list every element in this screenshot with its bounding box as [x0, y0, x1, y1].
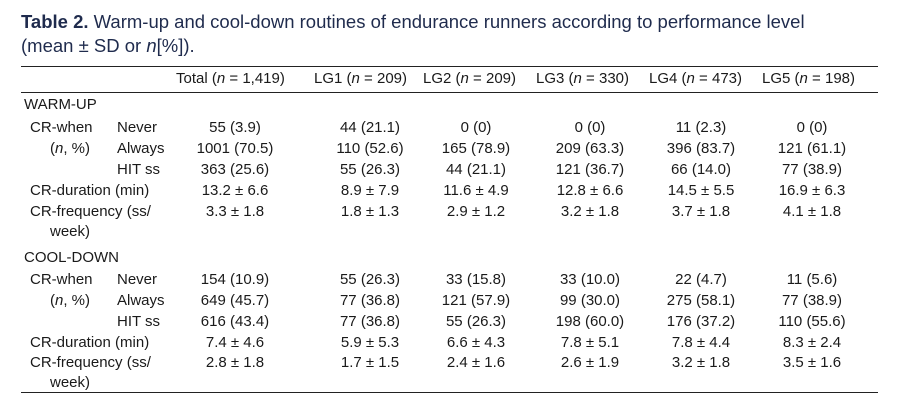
section-warmup: WARM-UP — [24, 96, 97, 113]
cell-cooldown-duration-lg4: 7.8 ± 4.4 — [671, 334, 731, 351]
cell-cooldown-always-lg5: 77 (38.9) — [781, 292, 843, 309]
cell-warmup-always-lg4: 396 (83.7) — [666, 140, 736, 157]
cell-cooldown-frequency-lg2: 2.4 ± 1.6 — [446, 354, 506, 371]
cell-warmup-never-total: 55 (3.9) — [209, 119, 261, 136]
top-rule — [21, 66, 878, 67]
cell-warmup-duration-lg1: 8.9 ± 7.9 — [340, 182, 400, 199]
column-header-lg3: LG3 (n = 330) — [536, 70, 630, 87]
cell-cooldown-hit-lg2: 55 (26.3) — [445, 313, 507, 330]
cell-cooldown-duration-total: 7.4 ± 4.6 — [205, 334, 265, 351]
row-label-never: Never — [117, 119, 158, 136]
row-label-hit: HIT ss — [117, 161, 161, 178]
column-header-total: Total (n = 1,419) — [176, 70, 285, 87]
cell-cooldown-frequency-lg4: 3.2 ± 1.8 — [671, 354, 731, 371]
cell-warmup-never-lg3: 0 (0) — [574, 119, 606, 136]
row-label-week: week) — [50, 374, 91, 391]
cell-warmup-always-lg2: 165 (78.9) — [441, 140, 511, 157]
cell-cooldown-always-lg4: 275 (58.1) — [666, 292, 736, 309]
cell-warmup-always-total: 1001 (70.5) — [196, 140, 274, 157]
cell-cooldown-duration-lg5: 8.3 ± 2.4 — [782, 334, 842, 351]
cell-cooldown-duration-lg3: 7.8 ± 5.1 — [560, 334, 620, 351]
cell-cooldown-frequency-lg3: 2.6 ± 1.9 — [560, 354, 620, 371]
cell-warmup-frequency-lg2: 2.9 ± 1.2 — [446, 203, 506, 220]
cell-cooldown-never-lg4: 22 (4.7) — [675, 271, 727, 288]
cell-cooldown-frequency-lg1: 1.7 ± 1.5 — [340, 354, 400, 371]
cell-warmup-hit-lg5: 77 (38.9) — [781, 161, 843, 178]
row-label-cr-when: CR-when — [30, 119, 93, 136]
cell-cooldown-never-total: 154 (10.9) — [200, 271, 270, 288]
cell-cooldown-always-lg3: 99 (30.0) — [559, 292, 621, 309]
cell-warmup-never-lg5: 0 (0) — [796, 119, 828, 136]
row-label-cr-frequency: CR-frequency (ss/ — [30, 354, 151, 371]
row-label-cr-when: CR-when — [30, 271, 93, 288]
row-label-cr-duration: CR-duration (min) — [30, 182, 150, 199]
cell-cooldown-hit-total: 616 (43.4) — [200, 313, 270, 330]
row-label-week: week) — [50, 223, 91, 240]
cell-warmup-frequency-total: 3.3 ± 1.8 — [205, 203, 265, 220]
cell-warmup-frequency-lg5: 4.1 ± 1.8 — [782, 203, 842, 220]
cell-warmup-hit-lg3: 121 (36.7) — [555, 161, 625, 178]
cell-warmup-never-lg4: 11 (2.3) — [675, 119, 727, 136]
cell-cooldown-never-lg1: 55 (26.3) — [339, 271, 401, 288]
cell-warmup-never-lg1: 44 (21.1) — [339, 119, 401, 136]
cell-warmup-duration-lg4: 14.5 ± 5.5 — [667, 182, 735, 199]
bottom-rule — [21, 392, 878, 393]
row-label-always: Always — [117, 140, 165, 157]
cell-warmup-hit-lg2: 44 (21.1) — [445, 161, 507, 178]
cell-warmup-duration-lg5: 16.9 ± 6.3 — [778, 182, 846, 199]
row-label-always: Always — [117, 292, 165, 309]
cell-warmup-never-lg2: 0 (0) — [460, 119, 492, 136]
cell-cooldown-frequency-total: 2.8 ± 1.8 — [205, 354, 265, 371]
cell-cooldown-never-lg2: 33 (15.8) — [445, 271, 507, 288]
cell-cooldown-never-lg3: 33 (10.0) — [559, 271, 621, 288]
cell-warmup-always-lg3: 209 (63.3) — [555, 140, 625, 157]
column-header-lg1: LG1 (n = 209) — [314, 70, 408, 87]
title-line-1: Table 2. Warm-up and cool-down routines … — [21, 10, 881, 34]
cell-warmup-hit-lg4: 66 (14.0) — [670, 161, 732, 178]
cell-cooldown-always-lg1: 77 (36.8) — [339, 292, 401, 309]
row-label-n-pct: (n, %) — [50, 292, 91, 309]
row-label-cr-duration: CR-duration (min) — [30, 334, 150, 351]
cell-warmup-hit-total: 363 (25.6) — [200, 161, 270, 178]
column-header-lg4: LG4 (n = 473) — [649, 70, 743, 87]
table-title: Table 2. Warm-up and cool-down routines … — [21, 10, 881, 58]
cell-cooldown-always-total: 649 (45.7) — [200, 292, 270, 309]
cell-warmup-duration-lg2: 11.6 ± 4.9 — [443, 182, 509, 199]
cell-warmup-hit-lg1: 55 (26.3) — [339, 161, 401, 178]
cell-warmup-duration-lg3: 12.8 ± 6.6 — [556, 182, 624, 199]
cell-cooldown-never-lg5: 11 (5.6) — [786, 271, 838, 288]
cell-warmup-frequency-lg3: 3.2 ± 1.8 — [560, 203, 620, 220]
row-label-n-pct: (n, %) — [50, 140, 91, 157]
cell-cooldown-hit-lg1: 77 (36.8) — [339, 313, 401, 330]
title-line-2: (mean ± SD or n[%]). — [21, 35, 195, 56]
row-label-hit: HIT ss — [117, 313, 161, 330]
header-rule — [21, 92, 878, 93]
row-label-never: Never — [117, 271, 158, 288]
cell-cooldown-hit-lg5: 110 (55.6) — [778, 313, 846, 330]
cell-cooldown-duration-lg2: 6.6 ± 4.3 — [446, 334, 506, 351]
column-header-lg5: LG5 (n = 198) — [762, 70, 856, 87]
cell-warmup-frequency-lg1: 1.8 ± 1.3 — [340, 203, 400, 220]
cell-cooldown-always-lg2: 121 (57.9) — [441, 292, 511, 309]
cell-warmup-always-lg5: 121 (61.1) — [777, 140, 847, 157]
cell-warmup-duration-total: 13.2 ± 6.6 — [201, 182, 269, 199]
cell-cooldown-duration-lg1: 5.9 ± 5.3 — [340, 334, 400, 351]
cell-cooldown-frequency-lg5: 3.5 ± 1.6 — [782, 354, 842, 371]
table-caption: Warm-up and cool-down routines of endura… — [93, 11, 805, 32]
cell-warmup-always-lg1: 110 (52.6) — [336, 140, 404, 157]
cell-cooldown-hit-lg3: 198 (60.0) — [555, 313, 625, 330]
column-header-lg2: LG2 (n = 209) — [423, 70, 517, 87]
row-label-cr-frequency: CR-frequency (ss/ — [30, 203, 151, 220]
cell-cooldown-hit-lg4: 176 (37.2) — [666, 313, 736, 330]
cell-warmup-frequency-lg4: 3.7 ± 1.8 — [671, 203, 731, 220]
table-label: Table 2. — [21, 11, 89, 32]
section-cooldown: COOL-DOWN — [24, 249, 119, 266]
